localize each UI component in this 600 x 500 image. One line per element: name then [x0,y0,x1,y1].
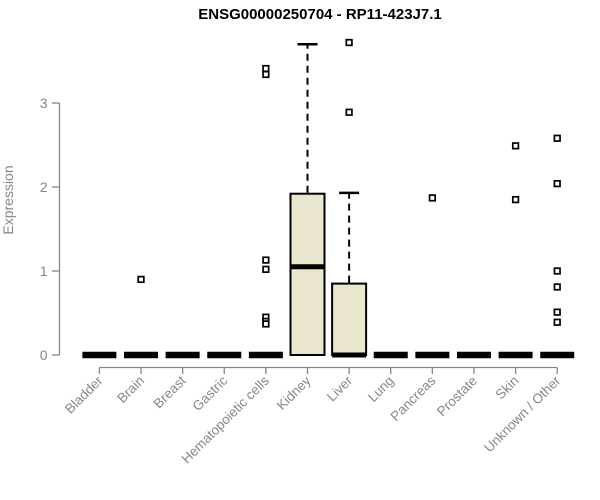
chart-title: ENSG00000250704 - RP11-423J7.1 [198,6,442,23]
x-axis-category-label-kidney: Kidney [274,373,314,413]
y-axis-tick-label: 3 [40,95,48,111]
x-axis-category-label-skin: Skin [493,373,522,402]
x-axis-category-label-gastric: Gastric [190,373,231,414]
box-liver [331,282,368,357]
x-axis-category-label-brain: Brain [114,373,147,406]
x-axis-category-label-prostate: Prostate [434,373,480,419]
x-axis-category-label-unknown-other: Unknown / Other [481,373,564,456]
x-axis-category-label-pancreas: Pancreas [388,373,439,424]
x-axis-category-label-liver: Liver [324,373,356,405]
x-axis-category-label-lung: Lung [365,373,397,405]
outlier-point-unknown-other [553,283,561,291]
outlier-point-liver [345,108,353,116]
x-axis-category-label-breast: Breast [151,373,189,411]
outlier-point-hematopoietic-cells [262,265,270,273]
outlier-point-unknown-other [553,318,561,326]
y-axis-tick-label: 0 [40,347,48,363]
x-axis-category-label-bladder: Bladder [62,373,106,417]
y-axis-title: Expression [0,165,16,234]
outlier-point-hematopoietic-cells [262,320,270,328]
outlier-point-hematopoietic-cells [262,256,270,264]
y-axis-tick-label: 2 [40,179,48,195]
y-axis-tick-label: 1 [40,263,48,279]
outlier-point-skin [511,195,520,204]
outlier-point-unknown-other [553,308,561,316]
box-kidney [289,192,326,356]
outlier-point-brain [137,275,145,284]
outlier-point-hematopoietic-cells [262,70,270,79]
outlier-point-unknown-other [553,134,561,142]
outlier-point-pancreas [428,194,437,202]
outlier-point-unknown-other [553,267,561,275]
outlier-point-hematopoietic-cells [262,64,270,73]
outlier-point-skin [511,142,520,150]
outlier-point-unknown-other [553,179,561,188]
outlier-point-liver [345,38,353,47]
